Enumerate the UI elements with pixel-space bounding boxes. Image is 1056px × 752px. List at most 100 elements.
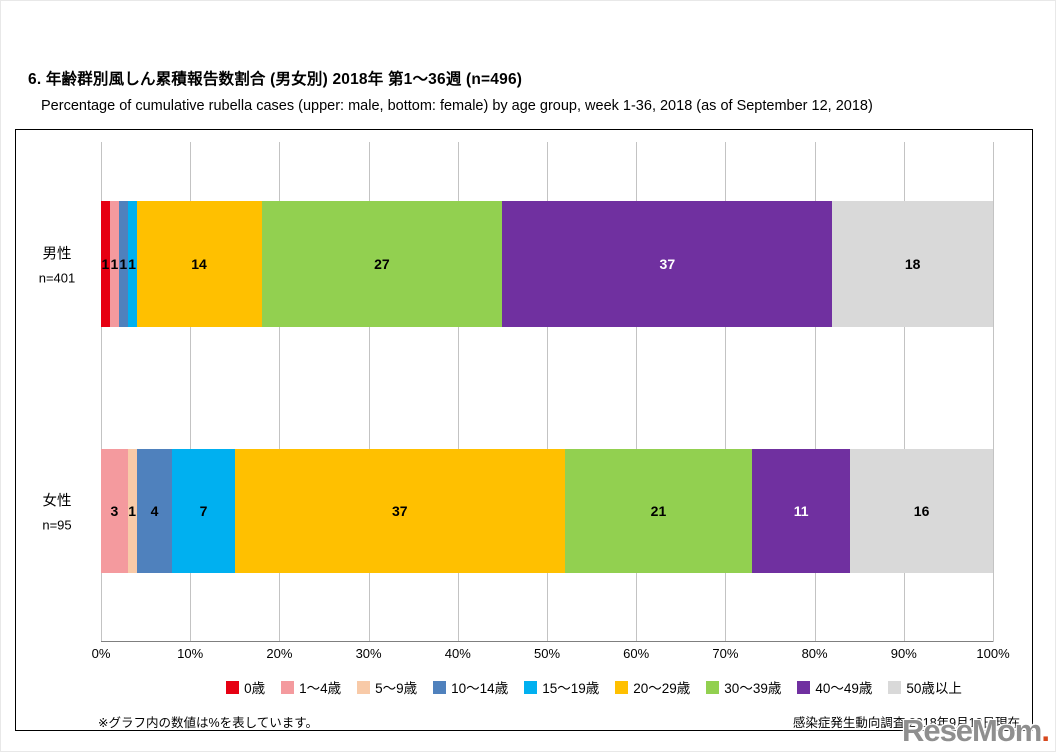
- segment-value-label: 37: [391, 503, 408, 519]
- x-tick-label: 40%: [444, 646, 471, 661]
- stacked-bar-female: 3 1 4 7 37 21 11 16: [101, 449, 993, 573]
- gridline-90: [903, 142, 905, 642]
- legend-marker: [357, 680, 371, 694]
- watermark-dot: .: [1041, 713, 1050, 748]
- bar-segment: 1: [127, 201, 137, 327]
- bar-segment: 7: [172, 449, 235, 573]
- chart-container: 1 1 1 1 14 27 37 18 3 1 4 7 37 21 11 16 男性 n=401 女性 n=95 0…: [15, 129, 1033, 731]
- segment-value-label: 21: [650, 503, 667, 519]
- x-tick-label: 70%: [712, 646, 739, 661]
- legend-marker: [226, 680, 240, 694]
- bar-segment: 37: [234, 449, 565, 573]
- x-tick-label: 20%: [266, 646, 293, 661]
- y-axis-label-male: 男性 n=401: [18, 243, 96, 286]
- legend-label: 0歳: [244, 681, 266, 696]
- legend-label: 50歳以上: [906, 681, 962, 696]
- legend-item: 10〜14歳: [433, 677, 508, 697]
- bar-segment: 4: [136, 449, 173, 573]
- series-name: 女性: [42, 493, 72, 510]
- x-tick-label: 60%: [623, 646, 650, 661]
- legend-label: 5〜9歳: [375, 681, 418, 696]
- legend-item: 5〜9歳: [357, 677, 417, 697]
- segment-value-label: 16: [913, 503, 930, 519]
- bar-segment: 27: [261, 201, 503, 327]
- legend-label: 15〜19歳: [542, 681, 600, 696]
- series-name: 男性: [42, 246, 72, 263]
- segment-value-label: 1: [101, 256, 110, 272]
- legend-marker: [524, 680, 538, 694]
- legend-marker: [615, 680, 629, 694]
- legend-label: 10〜14歳: [451, 681, 509, 696]
- x-tick-label: 100%: [976, 646, 1010, 661]
- legend-label: 20〜29歳: [633, 681, 691, 696]
- legend-marker: [797, 680, 811, 694]
- bar-segment: 18: [832, 201, 993, 327]
- gridline-70: [725, 142, 727, 642]
- bar-segment: 21: [564, 449, 753, 573]
- gridline-0: [101, 142, 102, 642]
- x-tick-label: 80%: [801, 646, 828, 661]
- legend-item: 1〜4歳: [281, 677, 341, 697]
- x-tick-label: 90%: [890, 646, 917, 661]
- segment-value-label: 4: [150, 503, 159, 519]
- x-tick-label: 30%: [355, 646, 382, 661]
- legend-item: 15〜19歳: [524, 677, 599, 697]
- legend-item: 50歳以上: [888, 677, 962, 697]
- series-n-count: n=401: [38, 270, 76, 286]
- legend-item: 30〜39歳: [706, 677, 781, 697]
- legend-marker: [706, 680, 720, 694]
- bar-segment: 16: [850, 449, 993, 573]
- segment-value-label: 1: [128, 256, 137, 272]
- gridline-100: [993, 142, 994, 642]
- resemom-watermark: ReseMom.: [901, 713, 1050, 749]
- legend-label: 1〜4歳: [299, 681, 342, 696]
- stacked-bar-male: 1 1 1 1 14 27 37 18: [101, 201, 993, 327]
- gridline-40: [457, 142, 459, 642]
- note-left: ※グラフ内の数値は%を表しています。: [98, 716, 318, 730]
- segment-value-label: 18: [904, 256, 921, 272]
- bar-segment: 1: [109, 201, 119, 327]
- segment-value-label: 7: [199, 503, 208, 519]
- segment-value-label: 1: [119, 256, 128, 272]
- x-tick-label: 50%: [533, 646, 561, 661]
- segment-value-label: 27: [374, 256, 390, 272]
- segment-value-label: 1: [128, 503, 137, 519]
- series-n-count: n=95: [42, 517, 72, 533]
- legend: 0歳 1〜4歳 5〜9歳 10〜14歳 15〜19歳 20〜29歳 30〜39歳 40〜49歳…: [16, 677, 1032, 697]
- y-axis-label-female: 女性 n=95: [18, 490, 96, 533]
- note-right: 感染症発生動向調査 2018年9月12日現在: [792, 716, 1020, 730]
- bar-segment: 11: [752, 449, 851, 573]
- bar-segment: 1: [118, 201, 128, 327]
- segment-value-label: 3: [110, 503, 119, 519]
- bar-segment: 37: [502, 201, 833, 327]
- page-title: 6. 年齢群別風しん累積報告数割合 (男女別) 2018年 第1〜36週 (n=…: [28, 71, 523, 88]
- gridline-50: [547, 142, 548, 642]
- x-tick-label: 10%: [177, 646, 204, 661]
- segment-value-label: 1: [110, 256, 119, 272]
- legend-marker: [281, 680, 295, 694]
- x-tick-label: 0%: [91, 646, 111, 661]
- gridline-10: [190, 142, 192, 642]
- legend-item: 0歳: [226, 677, 265, 697]
- bar-segment: 14: [136, 201, 262, 327]
- legend-item: 40〜49歳: [797, 677, 872, 697]
- page-subtitle: Percentage of cumulative rubella cases (…: [41, 98, 873, 114]
- gridline-80: [814, 142, 816, 642]
- legend-label: 40〜49歳: [815, 681, 873, 696]
- watermark-brand: ReseMom: [901, 713, 1042, 748]
- legend-item: 20〜29歳: [615, 677, 690, 697]
- legend-marker: [433, 680, 447, 694]
- bar-segment: 3: [101, 449, 128, 573]
- legend-label: 30〜39歳: [724, 681, 782, 696]
- bar-segment: 1: [127, 449, 137, 573]
- segment-value-label: 37: [659, 256, 676, 272]
- bar-segment: 1: [101, 201, 110, 327]
- gridline-20: [279, 142, 281, 642]
- gridline-60: [636, 142, 638, 642]
- x-axis-line: [101, 641, 993, 642]
- legend-marker: [888, 680, 902, 694]
- plot-area: 1 1 1 1 14 27 37 18 3 1 4 7 37 21 11 16: [101, 142, 994, 642]
- segment-value-label: 11: [793, 503, 809, 519]
- segment-value-label: 14: [191, 256, 207, 272]
